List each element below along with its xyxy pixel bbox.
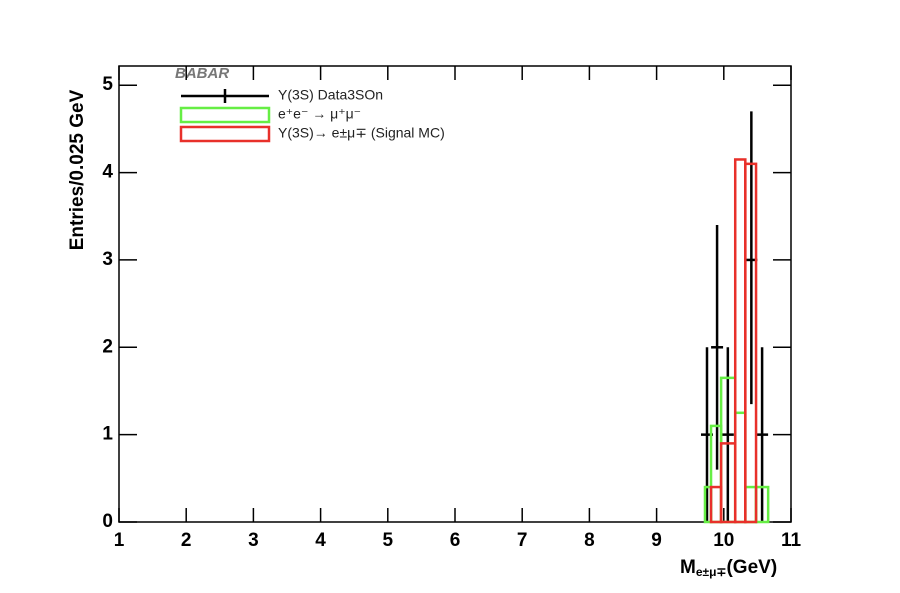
histogram-bin (744, 485, 758, 524)
y-axis-label: Entries/0.025 GeV (67, 89, 88, 250)
x-tick-label: 2 (181, 530, 192, 551)
x-label-sub: e±μ∓ (696, 565, 727, 579)
legend-label: Υ(3S) Data3SOn (278, 87, 383, 103)
y-tick-label: 1 (102, 424, 113, 445)
x-tick-label: 9 (651, 530, 662, 551)
y-tick-label: 4 (102, 162, 113, 183)
x-tick-label: 1 (114, 530, 125, 551)
x-axis-label: Me±μ∓(GeV) (680, 557, 777, 579)
y-tick-label: 5 (102, 74, 113, 95)
x-tick-label: 11 (781, 530, 802, 551)
x-label-unit: (GeV) (726, 557, 777, 578)
y-tick-label: 2 (102, 336, 113, 357)
plot-frame (118, 65, 792, 523)
x-label-main: M (680, 557, 696, 578)
x-tick-label: 4 (315, 530, 326, 551)
legend-swatch (179, 125, 271, 143)
experiment-label: BABAR (175, 65, 229, 82)
legend-label: e⁺e⁻ → μ⁺μ⁻ (278, 106, 361, 122)
y-tick-label: 0 (102, 511, 113, 532)
histogram-bin (744, 162, 758, 524)
x-tick-label: 7 (517, 530, 528, 551)
histogram-bin (733, 411, 747, 524)
legend-swatch (179, 106, 271, 124)
histogram-bin (733, 158, 747, 524)
legend-label: Υ(3S)→ e±μ∓ (Signal MC) (278, 125, 445, 141)
x-tick-label: 10 (713, 530, 734, 551)
data-point (756, 347, 769, 522)
x-tick-label: 8 (584, 530, 595, 551)
x-tick-label: 6 (450, 530, 461, 551)
y-tick-label: 3 (102, 249, 113, 270)
histogram-bin (709, 485, 723, 524)
data-point (721, 347, 734, 522)
data-point (711, 224, 724, 470)
x-tick-label: 3 (248, 530, 259, 551)
x-tick-label: 5 (383, 530, 394, 551)
